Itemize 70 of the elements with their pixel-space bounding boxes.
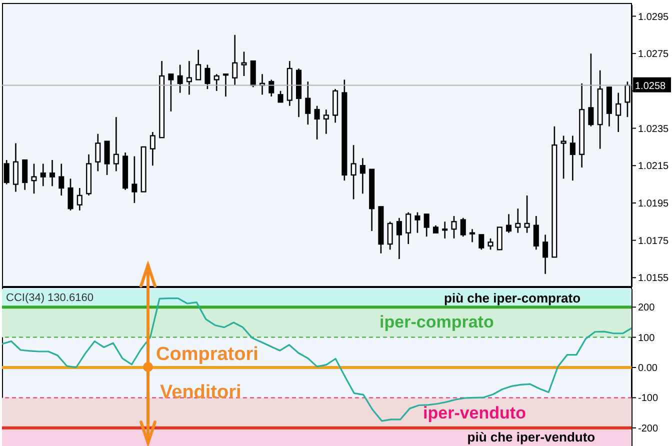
annotation: Venditori xyxy=(160,382,242,404)
candlestick xyxy=(406,212,412,245)
candlestick xyxy=(496,226,502,250)
y-tick-label: 1.0275 xyxy=(638,49,670,60)
y-tick-label: 1.0235 xyxy=(638,124,670,135)
candlestick xyxy=(204,64,210,90)
y-tick-label: 1.0215 xyxy=(638,161,670,172)
candlestick xyxy=(396,217,402,260)
y-tick-label: 1.0195 xyxy=(638,198,670,210)
candlestick xyxy=(533,215,539,250)
y-tick-label: 1.0295 xyxy=(638,12,670,23)
annotation: Compratori xyxy=(156,344,258,366)
candlestick xyxy=(58,163,64,196)
candlestick xyxy=(442,220,448,240)
candlestick xyxy=(314,105,320,140)
candlestick xyxy=(616,92,622,133)
candlestick xyxy=(451,215,457,240)
candlestick xyxy=(515,208,521,234)
candlestick xyxy=(177,64,183,94)
candlestick xyxy=(150,131,156,166)
candlestick xyxy=(560,135,566,180)
band-label: più che iper-comprato xyxy=(444,290,581,306)
candlestick xyxy=(305,80,311,126)
candlestick xyxy=(68,178,74,212)
candlestick xyxy=(506,214,512,234)
candlestick xyxy=(49,159,56,187)
chart-title: CCI(34) 130.6160 xyxy=(6,292,94,304)
candlestick xyxy=(387,220,393,250)
candlestick xyxy=(214,73,220,92)
candlestick xyxy=(12,142,18,192)
candlestick xyxy=(524,194,530,234)
candlestick xyxy=(278,90,284,103)
candlestick xyxy=(268,79,274,98)
candlestick xyxy=(542,234,548,275)
candlestick xyxy=(95,133,101,172)
candlestick xyxy=(222,73,228,98)
band-label: iper-venduto xyxy=(423,403,526,422)
candlestick xyxy=(460,217,466,238)
ref-line-label: 1.0258 xyxy=(635,80,666,92)
y-tick-label: 200 xyxy=(638,302,656,314)
candlestick xyxy=(570,135,576,182)
candlestick xyxy=(196,49,202,80)
candlestick xyxy=(104,140,110,176)
candlestick xyxy=(469,228,476,243)
candlestick xyxy=(22,159,28,191)
candlestick xyxy=(360,157,366,194)
candlestick xyxy=(424,214,430,238)
band-label: iper-comprato xyxy=(380,312,494,332)
candlestick xyxy=(31,163,37,194)
candlestick xyxy=(76,187,82,212)
y-tick-label: 100 xyxy=(638,332,656,344)
candlestick xyxy=(478,234,484,250)
candlestick xyxy=(232,34,238,86)
y-tick-label: 0.00 xyxy=(638,363,658,374)
candlestick xyxy=(414,212,420,234)
candlestick xyxy=(132,156,138,204)
candlestick xyxy=(168,73,174,112)
y-tick-label: 1.0175 xyxy=(638,236,670,247)
band-label: più che iper-venduto xyxy=(467,429,596,444)
candlestick xyxy=(40,163,46,187)
y-tick-label: 1.0155 xyxy=(638,273,670,284)
candlestick xyxy=(588,52,594,128)
candlestick xyxy=(350,144,356,200)
candlestick xyxy=(241,51,247,77)
candlestick xyxy=(113,116,119,172)
y-tick-label: -200 xyxy=(638,423,658,434)
candlestick xyxy=(488,238,494,250)
y-tick-label: -100 xyxy=(638,393,658,404)
candlestick xyxy=(186,60,192,96)
candlestick xyxy=(323,108,329,135)
